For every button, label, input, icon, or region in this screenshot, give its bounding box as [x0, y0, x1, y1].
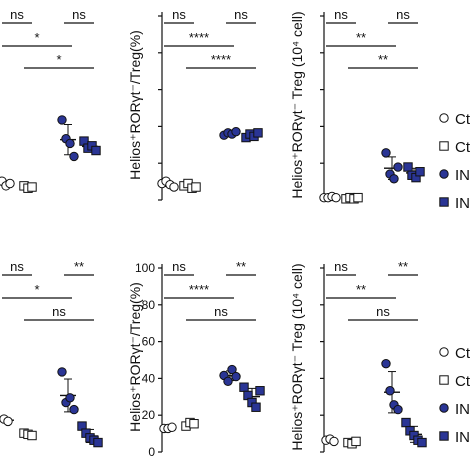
data-point	[381, 148, 391, 158]
data-point	[255, 386, 265, 396]
data-point	[329, 436, 339, 447]
data-point	[251, 402, 261, 412]
panel-4: ns ***ns	[0, 259, 103, 448]
significance-label: ns	[172, 7, 186, 22]
legend-marker	[439, 431, 449, 441]
legend-label: IN	[455, 195, 470, 212]
y-tick-label: 80	[142, 298, 156, 312]
significance-label: ****	[189, 30, 209, 45]
y-axis-label: Helios⁺RORγt⁻/Treg(%)	[127, 282, 143, 432]
legend-label: IN	[455, 167, 470, 184]
data-point	[91, 145, 101, 156]
significance-label: **	[236, 259, 246, 274]
legend-2: Ct Ct IN IN	[439, 345, 471, 446]
y-tick-label: 100	[135, 261, 155, 275]
legend-label: Ct	[455, 139, 471, 156]
panel-6: Helios⁺RORγt⁻ Treg (10⁴ cell) ns ** ** ns	[289, 259, 427, 453]
significance-label: ns	[10, 259, 24, 274]
data-point	[415, 167, 425, 177]
panel-5: Helios⁺RORγt⁻/Treg(%)ns ******ns020406080…	[127, 259, 265, 459]
data-point	[231, 126, 241, 137]
significance-label: **	[378, 52, 388, 67]
data-point	[69, 151, 79, 162]
data-point	[353, 192, 363, 203]
data-point	[389, 174, 399, 184]
data-point	[417, 437, 427, 448]
significance-label: **	[74, 259, 84, 274]
legend-marker	[439, 375, 449, 385]
data-point	[401, 417, 411, 428]
data-point	[253, 128, 263, 138]
legend-marker	[439, 197, 449, 207]
data-point	[167, 422, 177, 432]
data-point	[223, 376, 233, 387]
panel-3: Helios⁺RORγt⁻ Treg (10⁴ cell) ns ns ** **	[289, 7, 425, 204]
legend-marker	[439, 113, 449, 123]
legend-label: Ct	[455, 111, 471, 128]
significance-label: ns	[376, 304, 390, 319]
significance-label: ns	[52, 304, 66, 319]
significance-label: ns	[334, 259, 348, 274]
data-point	[69, 404, 79, 415]
legend-label: Ct	[455, 345, 471, 362]
data-point	[385, 386, 395, 396]
data-point	[239, 382, 249, 392]
y-axis-label: Helios⁺RORγt⁻ Treg (10⁴ cell)	[289, 263, 305, 450]
data-point	[27, 182, 37, 192]
data-point	[393, 162, 403, 172]
significance-label: **	[356, 30, 366, 45]
data-point	[403, 162, 413, 172]
data-point	[191, 182, 201, 192]
panel-2: Helios⁺RORγt⁻/Treg(%)ns ns********	[127, 7, 263, 201]
data-point	[393, 404, 403, 415]
data-point	[231, 371, 241, 382]
significance-label: *	[56, 52, 61, 67]
data-point	[227, 364, 237, 375]
data-point	[381, 358, 391, 369]
data-point	[169, 182, 179, 192]
significance-label: ns	[72, 7, 86, 22]
y-axis-label: Helios⁺RORγt⁻/Treg(%)	[127, 30, 143, 180]
significance-label: ns	[396, 7, 410, 22]
significance-label: *	[34, 282, 39, 297]
significance-label: ns	[214, 304, 228, 319]
significance-label: *	[34, 30, 39, 45]
data-point	[27, 430, 37, 441]
panel-1: ns ns * *	[0, 7, 101, 193]
data-point	[331, 192, 341, 203]
data-point	[93, 437, 103, 448]
y-tick-label: 40	[142, 371, 156, 385]
data-point	[5, 178, 15, 189]
y-tick-label: 20	[142, 408, 156, 422]
legend-marker	[439, 141, 449, 151]
legend-label: IN	[455, 401, 470, 418]
significance-label: **	[398, 259, 408, 274]
legend-marker	[439, 347, 449, 357]
data-point	[189, 419, 199, 429]
legend-label: IN	[455, 429, 470, 446]
significance-label: ns	[10, 7, 24, 22]
data-point	[57, 115, 67, 125]
significance-label: ns	[334, 7, 348, 22]
y-tick-label: 0	[148, 445, 155, 459]
data-point	[351, 436, 361, 447]
y-tick-label: 60	[142, 335, 156, 349]
y-axis-label: Helios⁺RORγt⁻ Treg (10⁴ cell)	[289, 11, 305, 198]
legend-label: Ct	[455, 373, 471, 390]
data-point	[65, 393, 75, 403]
data-point	[57, 367, 67, 377]
significance-label: ****	[211, 52, 231, 67]
legend-marker	[439, 169, 449, 179]
data-point	[65, 138, 75, 149]
significance-label: **	[356, 282, 366, 297]
data-point	[3, 416, 13, 427]
legend-1: Ct Ct IN IN	[439, 111, 471, 212]
significance-label: ****	[189, 282, 209, 297]
significance-label: ns	[172, 259, 186, 274]
legend-marker	[439, 403, 449, 413]
significance-label: ns	[234, 7, 248, 22]
